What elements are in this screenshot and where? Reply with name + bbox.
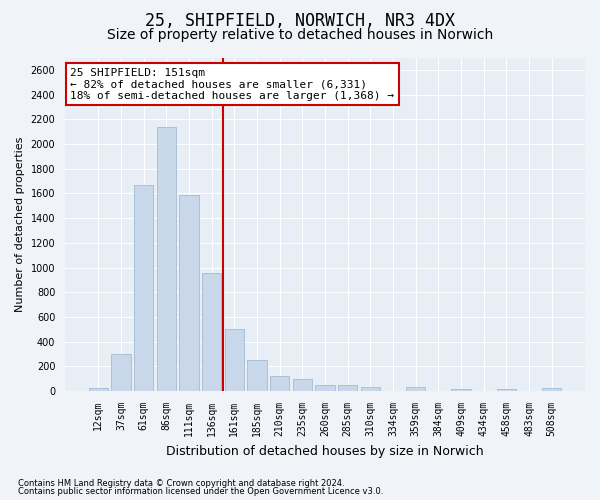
Bar [247, 360, 266, 391]
Bar [270, 376, 289, 391]
X-axis label: Distribution of detached houses by size in Norwich: Distribution of detached houses by size … [166, 444, 484, 458]
Bar [112, 354, 131, 391]
Bar [293, 379, 312, 391]
Y-axis label: Number of detached properties: Number of detached properties [15, 136, 25, 312]
Bar [451, 388, 470, 391]
Text: 25 SHIPFIELD: 151sqm
← 82% of detached houses are smaller (6,331)
18% of semi-de: 25 SHIPFIELD: 151sqm ← 82% of detached h… [70, 68, 394, 100]
Text: Contains public sector information licensed under the Open Government Licence v3: Contains public sector information licen… [18, 487, 383, 496]
Text: Size of property relative to detached houses in Norwich: Size of property relative to detached ho… [107, 28, 493, 42]
Bar [406, 387, 425, 391]
Bar [316, 385, 335, 391]
Bar [361, 387, 380, 391]
Bar [497, 388, 516, 391]
Text: 25, SHIPFIELD, NORWICH, NR3 4DX: 25, SHIPFIELD, NORWICH, NR3 4DX [145, 12, 455, 30]
Bar [542, 388, 562, 391]
Bar [224, 330, 244, 391]
Bar [89, 388, 108, 391]
Text: Contains HM Land Registry data © Crown copyright and database right 2024.: Contains HM Land Registry data © Crown c… [18, 478, 344, 488]
Bar [134, 185, 153, 391]
Bar [179, 194, 199, 391]
Bar [202, 272, 221, 391]
Bar [157, 126, 176, 391]
Bar [338, 385, 358, 391]
